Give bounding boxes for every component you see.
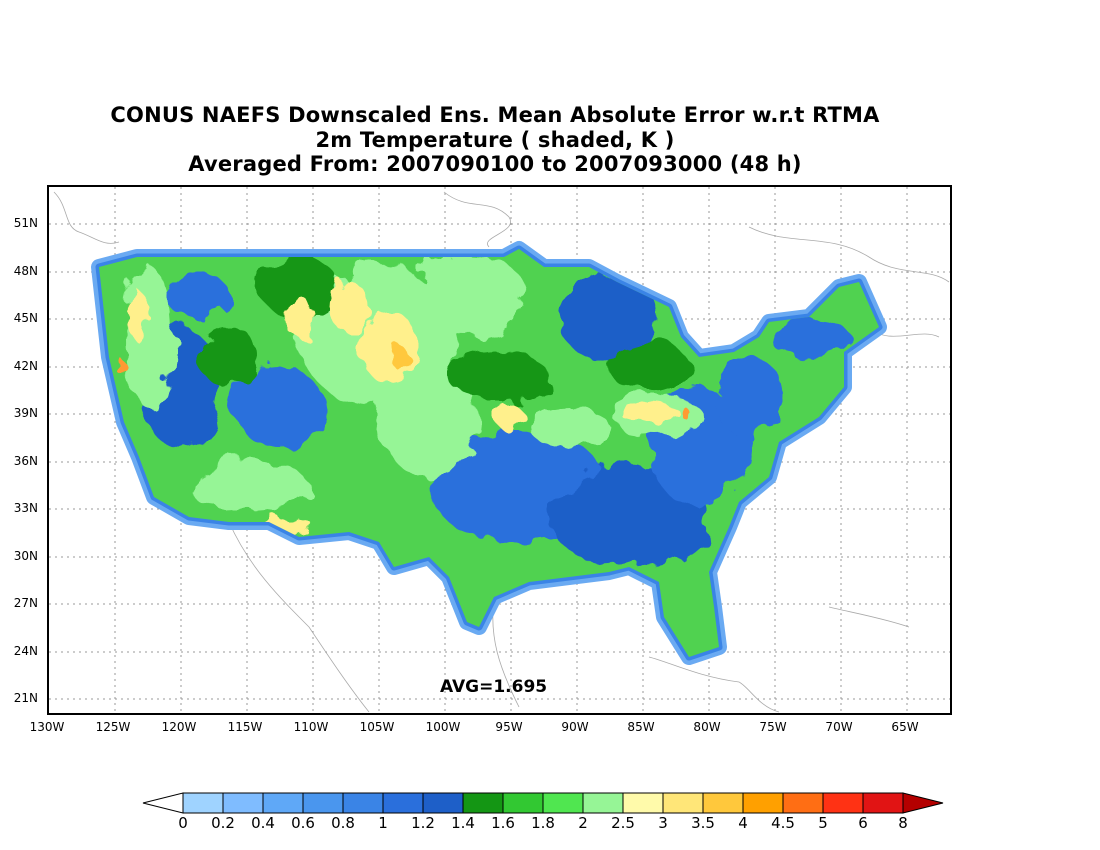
colorbar-tick-label: 8 [898, 814, 908, 832]
colorbar-tick-label: 1 [378, 814, 388, 832]
colorbar-swatch [622, 792, 664, 814]
lon-label: 90W [561, 720, 589, 734]
colorbar-swatch [222, 792, 264, 814]
lon-label: 105W [359, 720, 395, 734]
colorbar-swatch [462, 792, 504, 814]
lat-label: 39N [13, 406, 38, 420]
map-title-line-2: 2m Temperature ( shaded, K ) [315, 128, 675, 152]
colorbar-tick-label: 0.2 [211, 814, 235, 832]
temperature-error-field [49, 187, 952, 715]
colorbar-swatch [262, 792, 304, 814]
colorbar-swatch [782, 792, 824, 814]
lat-label: 42N [13, 359, 38, 373]
map-plot-area [47, 185, 952, 715]
map-title-line-1: CONUS NAEFS Downscaled Ens. Mean Absolut… [110, 103, 880, 127]
colorbar-swatch [502, 792, 544, 814]
colorbar-tick-label: 0 [178, 814, 188, 832]
colorbar-tick-label: 4 [738, 814, 748, 832]
lon-label: 125W [95, 720, 131, 734]
colorbar-tick-label: 2 [578, 814, 588, 832]
colorbar-tick-label: 1.8 [531, 814, 555, 832]
colorbar [142, 792, 944, 814]
colorbar-tick-label: 1.2 [411, 814, 435, 832]
colorbar-swatch [382, 792, 424, 814]
colorbar-swatch [302, 792, 344, 814]
lon-label: 80W [693, 720, 721, 734]
colorbar-swatch [542, 792, 584, 814]
colorbar-swatch [582, 792, 624, 814]
lon-label: 95W [495, 720, 523, 734]
lon-label: 85W [627, 720, 655, 734]
lon-label: 75W [759, 720, 787, 734]
colorbar-tick-label: 2.5 [611, 814, 635, 832]
colorbar-tick-label: 5 [818, 814, 828, 832]
colorbar-swatch [182, 792, 224, 814]
colorbar-swatch [862, 792, 904, 814]
lat-label: 33N [13, 501, 38, 515]
average-value-label: AVG=1.695 [440, 677, 548, 697]
lat-label: 30N [13, 549, 38, 563]
lon-label: 120W [161, 720, 197, 734]
lon-label: 130W [29, 720, 65, 734]
colorbar-left-cap [142, 792, 184, 814]
lon-label: 65W [891, 720, 919, 734]
colorbar-swatch [822, 792, 864, 814]
colorbar-tick-label: 3.5 [691, 814, 715, 832]
colorbar-swatch [742, 792, 784, 814]
lon-label: 110W [293, 720, 329, 734]
colorbar-swatch [662, 792, 704, 814]
map-title-line-3: Averaged From: 2007090100 to 2007093000 … [188, 152, 802, 176]
colorbar-right-cap [902, 792, 944, 814]
colorbar-swatch [422, 792, 464, 814]
colorbar-tick-label: 0.4 [251, 814, 275, 832]
colorbar-tick-label: 1.6 [491, 814, 515, 832]
map-canvas [49, 187, 952, 715]
lat-label: 21N [13, 691, 38, 705]
lat-label: 24N [13, 644, 38, 658]
lon-label: 100W [425, 720, 461, 734]
lat-label: 48N [13, 264, 38, 278]
lon-label: 115W [227, 720, 263, 734]
colorbar-tick-label: 3 [658, 814, 668, 832]
lon-label: 70W [825, 720, 853, 734]
colorbar-tick-label: 0.6 [291, 814, 315, 832]
colorbar-tick-label: 6 [858, 814, 868, 832]
colorbar-tick-label: 4.5 [771, 814, 795, 832]
lat-label: 51N [13, 216, 38, 230]
colorbar-swatch [342, 792, 384, 814]
colorbar-swatch [702, 792, 744, 814]
lat-label: 36N [13, 454, 38, 468]
lat-label: 27N [13, 596, 38, 610]
colorbar-tick-label: 1.4 [451, 814, 475, 832]
lat-label: 45N [13, 311, 38, 325]
colorbar-tick-label: 0.8 [331, 814, 355, 832]
